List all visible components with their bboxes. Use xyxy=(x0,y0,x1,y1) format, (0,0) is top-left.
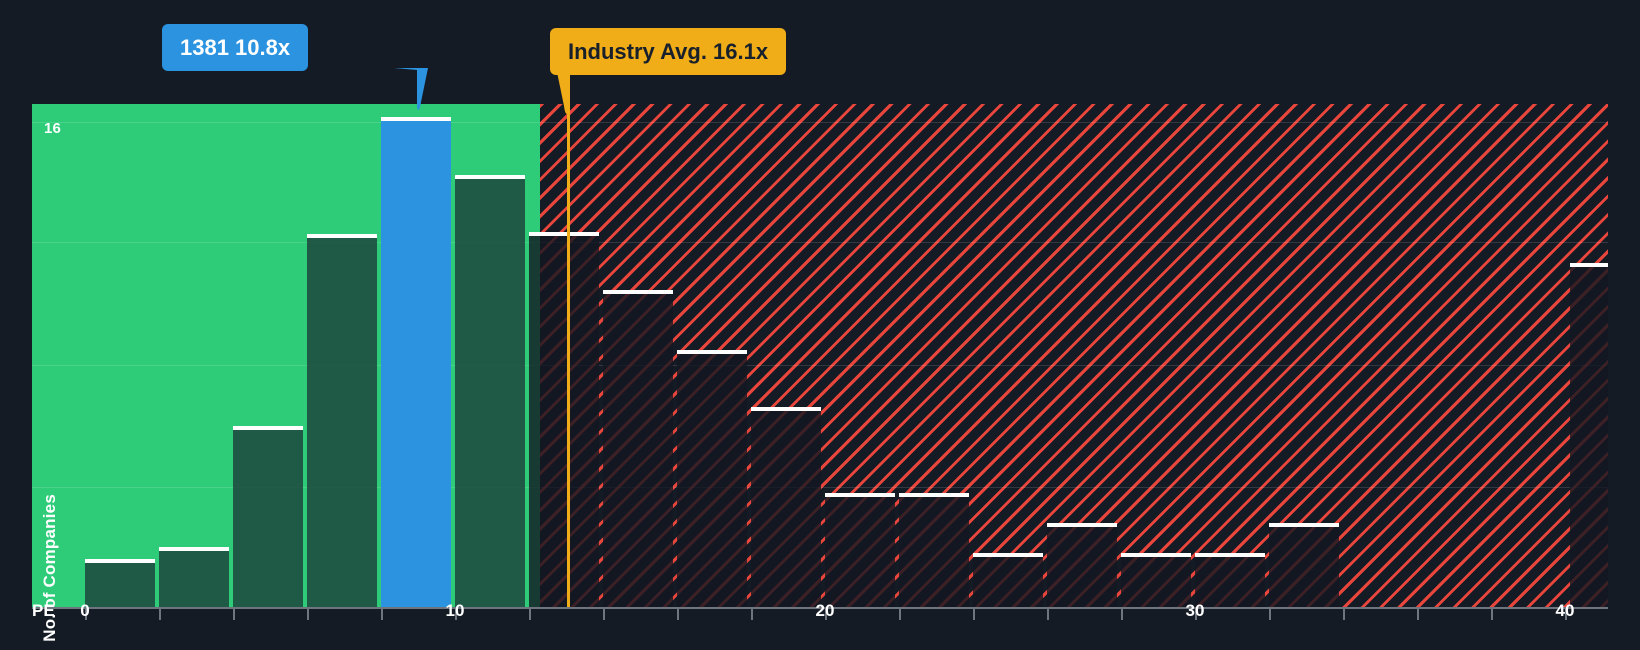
bar[interactable] xyxy=(1195,553,1265,607)
x-axis-tick xyxy=(1565,609,1567,620)
bar[interactable] xyxy=(85,559,155,607)
bar[interactable] xyxy=(1269,523,1339,607)
bar-cap xyxy=(1570,263,1608,267)
bar-cap xyxy=(677,350,747,354)
bar-cap xyxy=(159,547,229,551)
bar[interactable] xyxy=(751,407,821,607)
bar[interactable] xyxy=(899,493,969,607)
bar-cap xyxy=(1269,523,1339,527)
x-axis-tick xyxy=(233,609,235,620)
bar-cap xyxy=(85,559,155,563)
bar-cap xyxy=(973,553,1043,557)
bar-body xyxy=(1269,527,1339,607)
x-axis-tick xyxy=(677,609,679,620)
bar-body xyxy=(1047,527,1117,607)
bar-cap xyxy=(1047,523,1117,527)
x-axis-tick xyxy=(1491,609,1493,620)
x-axis-tick xyxy=(1121,609,1123,620)
bar[interactable] xyxy=(307,234,377,607)
x-axis-tick xyxy=(1343,609,1345,620)
bar[interactable] xyxy=(529,232,599,607)
x-axis-tick xyxy=(455,609,457,620)
bar[interactable] xyxy=(159,547,229,607)
industry-average-tooltip[interactable]: Industry Avg. 16.1x xyxy=(550,28,787,75)
selected-bar[interactable] xyxy=(381,117,451,607)
bar[interactable] xyxy=(1121,553,1191,607)
bar-cap xyxy=(1121,553,1191,557)
y-axis-max-label: 16 xyxy=(44,120,62,137)
bar-cap xyxy=(307,234,377,238)
x-axis-label: 40 xyxy=(1555,601,1575,620)
bar[interactable] xyxy=(1570,263,1608,607)
selected-company-tooltip[interactable]: 1381 10.8x xyxy=(162,24,309,71)
bar[interactable] xyxy=(973,553,1043,607)
x-axis-label: 30 xyxy=(1185,601,1205,620)
bar-cap xyxy=(529,232,599,236)
x-axis-label: 0 xyxy=(80,601,90,620)
bar-body xyxy=(1121,557,1191,607)
bar[interactable] xyxy=(677,350,747,607)
bar-cap xyxy=(899,493,969,497)
x-axis-tick xyxy=(603,609,605,620)
x-axis-line xyxy=(32,607,1608,609)
bar-body xyxy=(899,497,969,607)
x-axis-tick xyxy=(529,609,531,620)
x-axis-tick xyxy=(307,609,309,620)
bar-body xyxy=(529,236,599,607)
bar-body xyxy=(677,354,747,607)
x-axis-tick xyxy=(381,609,383,620)
bar[interactable] xyxy=(603,290,673,607)
bar-body xyxy=(751,411,821,607)
x-axis-label: 20 xyxy=(815,601,835,620)
bar-body xyxy=(825,497,895,607)
bar[interactable] xyxy=(455,175,525,607)
bar-cap xyxy=(1195,553,1265,557)
x-axis-tick xyxy=(973,609,975,620)
x-axis-tick xyxy=(85,609,87,620)
bar-body xyxy=(973,557,1043,607)
bar-body xyxy=(159,551,229,607)
x-axis-tick xyxy=(825,609,827,620)
bar[interactable] xyxy=(825,493,895,607)
bar-body xyxy=(381,121,451,607)
bar-cap xyxy=(825,493,895,497)
bar-cap xyxy=(233,426,303,430)
bar-body xyxy=(1570,267,1608,607)
bar-body xyxy=(455,179,525,607)
bar-body xyxy=(1195,557,1265,607)
x-axis-tick xyxy=(899,609,901,620)
bar-cap xyxy=(751,407,821,411)
industry-average-tooltip-tail xyxy=(557,72,591,114)
bar-body xyxy=(603,294,673,607)
bar[interactable] xyxy=(1047,523,1117,607)
x-axis-tick xyxy=(1417,609,1419,620)
bar-body xyxy=(233,430,303,607)
x-axis-tick xyxy=(1047,609,1049,620)
x-axis-prefix-label: PE xyxy=(32,601,55,620)
x-axis-tick xyxy=(159,609,161,620)
x-axis-tick xyxy=(1269,609,1271,620)
x-axis-tick xyxy=(1195,609,1197,620)
x-axis-label: 10 xyxy=(445,601,465,620)
selected-company-tooltip-tail xyxy=(394,68,428,110)
industry-average-line xyxy=(567,60,570,607)
bar-cap xyxy=(603,290,673,294)
bar-body xyxy=(307,238,377,607)
bar[interactable] xyxy=(233,426,303,607)
plot-area xyxy=(32,104,1608,607)
bar-cap xyxy=(381,117,451,121)
bar-cap xyxy=(455,175,525,179)
bar-body xyxy=(85,563,155,607)
x-axis-tick xyxy=(751,609,753,620)
